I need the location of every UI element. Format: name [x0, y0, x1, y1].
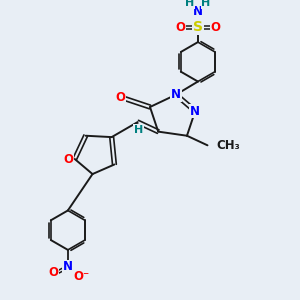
- Text: O⁻: O⁻: [74, 270, 90, 283]
- Text: S: S: [193, 20, 203, 34]
- Text: H: H: [134, 125, 143, 135]
- Text: N: N: [63, 260, 73, 273]
- Text: O: O: [48, 266, 58, 279]
- Text: CH₃: CH₃: [216, 139, 240, 152]
- Text: O: O: [211, 21, 221, 34]
- Text: H: H: [185, 0, 194, 8]
- Text: O: O: [64, 152, 74, 166]
- Text: H: H: [202, 0, 211, 8]
- Text: O: O: [175, 21, 185, 34]
- Text: N: N: [171, 88, 181, 101]
- Text: O: O: [116, 91, 125, 104]
- Text: N: N: [190, 105, 200, 118]
- Text: N: N: [193, 5, 203, 18]
